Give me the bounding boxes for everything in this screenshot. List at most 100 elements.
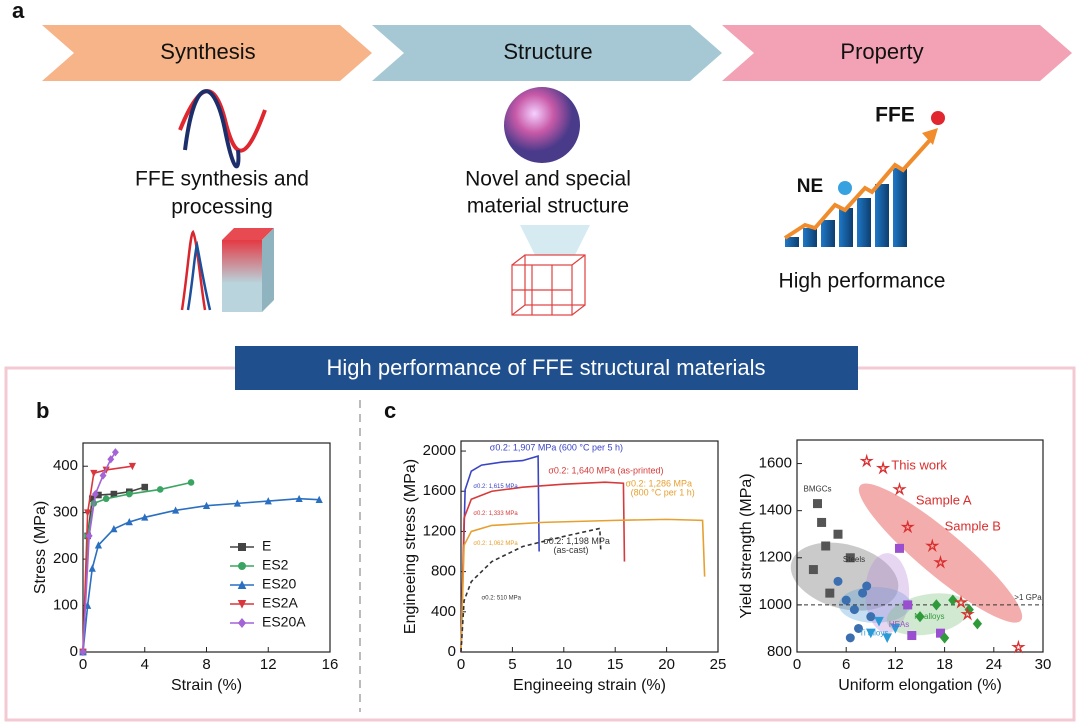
- annotation: This work: [891, 457, 947, 472]
- x-tick-label: 0: [457, 656, 465, 673]
- marker: [141, 513, 149, 521]
- marker: [172, 506, 180, 514]
- y-tick-label: 100: [53, 597, 78, 614]
- caption: material structure: [467, 195, 629, 218]
- marker: [915, 611, 925, 623]
- beam-icon: [186, 240, 212, 311]
- panel-label: a: [12, 0, 25, 23]
- region: [858, 483, 1023, 623]
- y-tick-label: 2000: [423, 442, 456, 459]
- marker: [88, 564, 96, 572]
- annotation: (800 °C per 1 h): [631, 488, 695, 498]
- marker: [79, 647, 87, 657]
- y-tick-label: 800: [431, 563, 456, 580]
- marker: [859, 453, 874, 468]
- annotation: σ0.2: 1,907 MPa (600 °C per 5 h): [490, 442, 623, 452]
- marker: [107, 455, 115, 464]
- marker: [84, 509, 92, 517]
- marker: [85, 531, 93, 541]
- step-arrow: [42, 25, 372, 81]
- marker: [125, 518, 133, 526]
- caption: Novel and special: [465, 168, 631, 191]
- marker: [833, 576, 843, 586]
- marker: [237, 600, 247, 609]
- marker: [825, 588, 835, 598]
- panel-label: b: [36, 398, 49, 423]
- y-axis-label: Yield strength (MPa): [738, 473, 755, 618]
- marker: [94, 541, 103, 549]
- legend-label: E: [262, 538, 271, 554]
- y-tick-label: 1000: [759, 596, 792, 613]
- series-line: [82, 481, 192, 653]
- banner-text: High performance of FFE structural mater…: [327, 355, 766, 380]
- marker: [238, 543, 246, 551]
- x-axis-label: Engineeing strain (%): [513, 677, 666, 694]
- bar-icon: [785, 168, 907, 247]
- x-tick-label: 16: [322, 656, 339, 673]
- beam-icon: [180, 229, 207, 311]
- marker: [931, 599, 942, 611]
- x-tick-label: 6: [842, 656, 850, 673]
- sphere-icon: [504, 87, 580, 163]
- marker: [91, 489, 99, 499]
- marker: [882, 633, 893, 643]
- property-label: FFE: [875, 104, 915, 127]
- x-tick-label: 15: [607, 656, 624, 673]
- legend-label: ES2A: [262, 595, 298, 611]
- x-tick-label: 24: [985, 656, 1002, 673]
- legend-label: ES20: [262, 576, 296, 592]
- cone-icon: [520, 225, 590, 255]
- annotation: Sample B: [945, 519, 1001, 534]
- x-tick-label: 12: [260, 656, 277, 673]
- x-tick-label: 10: [555, 656, 572, 673]
- x-tick-label: 0: [793, 656, 801, 673]
- legend-label: ES2: [262, 557, 289, 573]
- marker: [817, 517, 827, 527]
- marker: [126, 490, 133, 498]
- trend-arrow: [922, 128, 938, 145]
- marker: [841, 595, 851, 605]
- y-tick-label: 0: [70, 643, 78, 660]
- annotation: >1 GPa: [1014, 593, 1042, 602]
- x-tick-label: 25: [710, 656, 727, 673]
- y-axis-label: Engineeing stress (MPa): [402, 459, 419, 634]
- step-title: Synthesis: [160, 39, 255, 64]
- plot-frame: [460, 440, 719, 653]
- ne-dot: [838, 181, 852, 195]
- x-axis-label: Strain (%): [171, 677, 242, 694]
- marker: [237, 580, 247, 589]
- y-tick-label: 1600: [423, 482, 456, 499]
- marker: [890, 623, 901, 634]
- banner: [235, 346, 858, 390]
- marker: [862, 581, 872, 591]
- y-tick-label: 400: [53, 457, 78, 474]
- marker: [866, 612, 876, 622]
- x-tick-label: 4: [141, 656, 149, 673]
- series-line: [460, 455, 540, 653]
- marker: [202, 501, 211, 509]
- annotation: Sample A: [916, 493, 972, 508]
- step-title: Property: [840, 39, 923, 64]
- trend-arrow: [783, 138, 932, 240]
- marker: [1011, 639, 1026, 654]
- lattice-icon: [511, 254, 586, 316]
- x-tick-label: 20: [658, 656, 675, 673]
- marker: [111, 448, 119, 457]
- region: [790, 542, 899, 611]
- marker: [907, 631, 917, 641]
- annotation: σ0.2: 1,198 MPa: [543, 536, 610, 546]
- annotation: Ti alloys: [859, 628, 888, 637]
- property-label: NE: [797, 176, 823, 197]
- series-line: [460, 518, 706, 653]
- marker: [233, 499, 241, 507]
- series-line: [82, 451, 117, 653]
- annotation: Ni alloys: [914, 612, 944, 621]
- y-tick-label: 1200: [759, 549, 792, 566]
- marker: [948, 594, 958, 606]
- marker: [187, 479, 195, 486]
- caption: High performance: [779, 270, 946, 293]
- x-tick-label: 30: [1035, 656, 1052, 673]
- annotation: σ0.2: 510 MPa: [482, 595, 522, 601]
- x-tick-label: 0: [79, 656, 87, 673]
- block-icon: [222, 240, 262, 312]
